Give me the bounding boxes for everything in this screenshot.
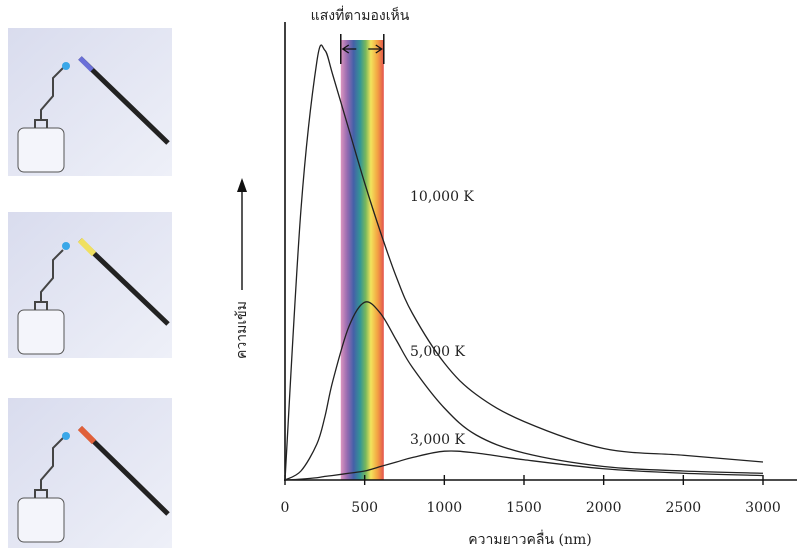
x-axis-label: ความยาวคลื่น (nm) bbox=[468, 530, 591, 548]
y-arrow-head bbox=[237, 178, 247, 192]
x-tick-label: 2000 bbox=[586, 500, 622, 516]
y-axis-label: ความเข้ม bbox=[234, 301, 250, 359]
heated-rod-yellow bbox=[8, 212, 172, 358]
band-arrow-right bbox=[368, 44, 383, 54]
x-tick-label: 2500 bbox=[666, 500, 702, 516]
curve-label: 10,000 K bbox=[410, 189, 474, 205]
heated-rod-red bbox=[8, 398, 172, 548]
curve bbox=[284, 450, 764, 481]
visible-band bbox=[340, 40, 384, 480]
curve-label: 3,000 K bbox=[410, 432, 466, 448]
curve bbox=[284, 44, 764, 481]
band-arrow-left bbox=[341, 44, 357, 54]
illustrations bbox=[8, 28, 172, 548]
curve-label: 5,000 K bbox=[410, 344, 466, 360]
heated-rod-blue bbox=[8, 28, 172, 176]
band-title: แสงที่ตามองเห็น bbox=[311, 6, 410, 24]
x-tick-label: 3000 bbox=[745, 500, 781, 516]
curve bbox=[284, 301, 764, 481]
x-tick-label: 500 bbox=[351, 500, 378, 516]
x-tick-label: 1500 bbox=[506, 500, 542, 516]
x-tick-label: 1000 bbox=[427, 500, 463, 516]
visible-band-group bbox=[340, 34, 385, 480]
x-tick-label: 0 bbox=[281, 500, 290, 516]
